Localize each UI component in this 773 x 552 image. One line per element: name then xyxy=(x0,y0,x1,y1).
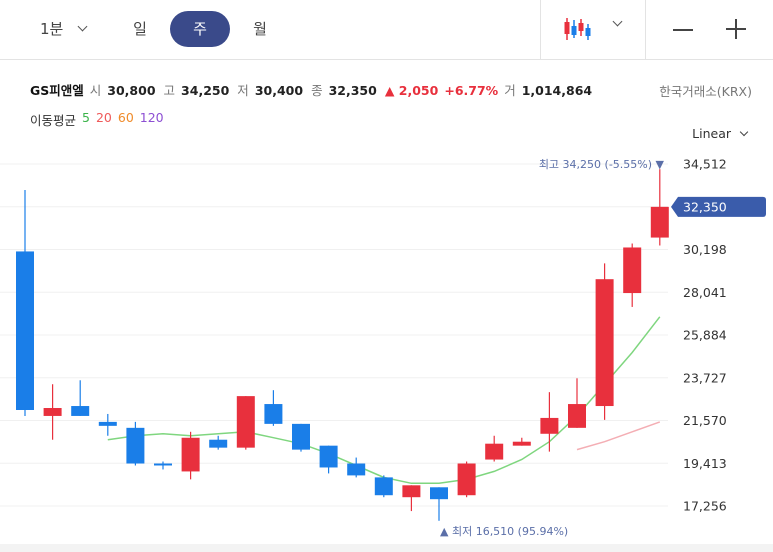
y-tick-label: 19,413 xyxy=(683,456,727,471)
quote-summary: GS피앤엘 시 30,800 고 34,250 저 30,400 종 32,35… xyxy=(30,80,594,99)
candle-body xyxy=(292,423,310,450)
low-label: 저 xyxy=(237,83,249,98)
candle-body xyxy=(126,427,145,464)
low-value: 30,400 xyxy=(254,83,304,98)
tab-weekly[interactable]: 주 xyxy=(170,11,230,47)
candle-body xyxy=(402,485,421,498)
exchange-name: 한국거래소(KRX) xyxy=(659,84,752,99)
change-value: ▲ 2,050 xyxy=(384,83,439,98)
ma-title: 이동평균 xyxy=(30,113,77,128)
tab-daily[interactable]: 일 xyxy=(133,20,147,38)
chevron-down-icon xyxy=(739,127,749,136)
candle-body xyxy=(181,437,200,472)
y-tick-label: 21,570 xyxy=(683,413,727,428)
candle-body xyxy=(457,463,476,496)
time-axis-strip xyxy=(0,544,773,552)
candle-body xyxy=(430,487,448,500)
interval-dropdown[interactable]: 1분 xyxy=(40,18,88,39)
chart-type-chevron-icon[interactable] xyxy=(612,16,623,27)
price-chart[interactable]: 34,512 30,198 28,041 25,884 23,727 21,570 19,4… xyxy=(0,140,773,552)
zoom-in-button[interactable] xyxy=(726,19,746,39)
current-price-tag xyxy=(671,196,766,217)
candle-body xyxy=(43,408,62,416)
y-tick-label: 30,198 xyxy=(683,242,727,257)
toolbar-divider xyxy=(645,0,646,60)
close-value: 32,350 xyxy=(328,83,377,98)
candle-body xyxy=(209,439,228,448)
candle-body xyxy=(98,421,117,426)
ma-20-label: 20 xyxy=(95,110,112,125)
ma-120-label: 120 xyxy=(139,110,164,125)
candle-body xyxy=(650,206,669,238)
low-annotation: ▲ 최저 16,510 (95.94%) xyxy=(440,525,568,538)
candle-body xyxy=(623,247,642,294)
ma-5-label: 5 xyxy=(82,110,90,125)
y-tick-label: 23,727 xyxy=(683,370,727,385)
candle-body xyxy=(236,396,255,448)
tab-monthly[interactable]: 월 xyxy=(253,20,267,38)
candle-body xyxy=(71,406,90,416)
candle-body xyxy=(16,251,34,410)
ma-60-label: 60 xyxy=(117,110,134,125)
chevron-down-icon xyxy=(77,21,88,32)
y-tick-label: 17,256 xyxy=(683,499,727,514)
scale-dropdown[interactable]: Linear xyxy=(692,126,749,141)
interval-label: 1분 xyxy=(40,20,64,38)
y-tick-label: 28,041 xyxy=(683,285,727,300)
chart-toolbar: 1분 일 주 월 xyxy=(0,0,773,60)
stock-name: GS피앤엘 xyxy=(30,83,84,98)
candle-body xyxy=(568,404,586,428)
open-value: 30,800 xyxy=(107,83,156,98)
close-label: 종 xyxy=(311,83,323,98)
high-value: 34,250 xyxy=(181,83,230,98)
candle-body xyxy=(540,417,559,434)
candle-body xyxy=(374,477,393,496)
change-percent: +6.77% xyxy=(444,83,499,98)
zoom-out-button[interactable] xyxy=(673,29,693,31)
toolbar-divider xyxy=(540,0,541,60)
y-tick-label: 25,884 xyxy=(683,328,727,343)
ma-20-line xyxy=(576,421,661,451)
candle-body xyxy=(154,463,172,466)
candle-body xyxy=(485,443,504,460)
candle-body xyxy=(319,445,338,468)
current-price-label: 32,350 xyxy=(683,199,727,214)
candle-body xyxy=(347,463,366,476)
y-tick-label: 34,512 xyxy=(683,157,727,172)
moving-average-legend[interactable]: 이동평균 5 20 60 120 xyxy=(30,110,164,129)
high-annotation: 최고 34,250 (-5.55%) ▼ xyxy=(539,158,665,171)
scale-label: Linear xyxy=(692,126,731,141)
volume-value: 1,014,864 xyxy=(521,83,593,98)
candlestick-chart-type-icon[interactable] xyxy=(563,16,591,42)
volume-label: 거 xyxy=(504,83,516,98)
candle-body xyxy=(512,441,531,446)
open-label: 시 xyxy=(89,83,102,98)
high-label: 고 xyxy=(163,83,176,98)
candle-body xyxy=(264,404,283,424)
candle-body xyxy=(595,279,614,407)
